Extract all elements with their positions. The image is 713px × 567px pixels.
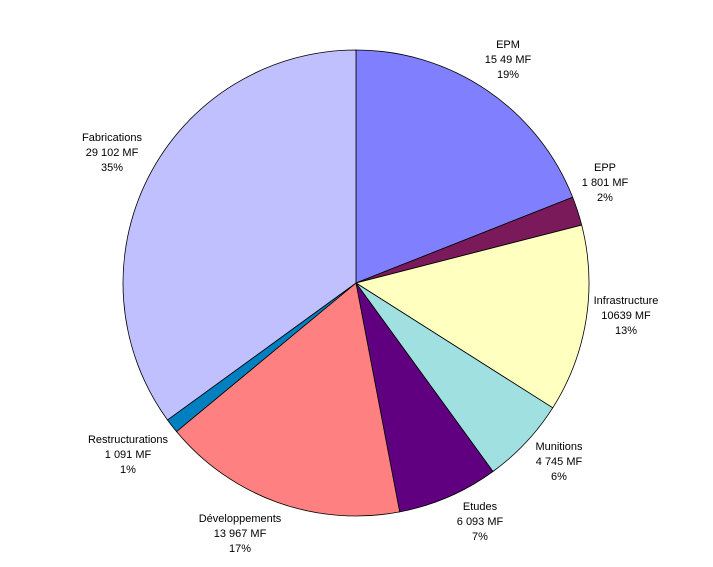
pie-slice [355, 224, 590, 409]
pie-slice [355, 49, 574, 284]
slice-label: Munitions [535, 441, 583, 453]
slice-percent: 7% [472, 531, 488, 543]
slice-percent: 17% [229, 543, 251, 555]
slice-amount: 1 801 MF [582, 177, 629, 189]
slice-percent: 1% [120, 464, 136, 476]
slice-amount: 4 745 MF [536, 456, 583, 468]
slice-percent: 35% [101, 162, 123, 174]
slice-label: EPP [594, 162, 616, 174]
pie-slice [122, 49, 357, 421]
slice-label: Etudes [463, 501, 498, 513]
slice-amount: 29 102 MF [86, 147, 139, 159]
slice-amount: 13 967 MF [214, 528, 267, 540]
slice-percent: 2% [597, 192, 613, 204]
slice-label: Infrastructure [594, 295, 659, 307]
slice-label: Développements [199, 513, 282, 525]
slice-percent: 19% [497, 69, 519, 81]
slice-amount: 6 093 MF [457, 516, 504, 528]
slice-percent: 6% [551, 471, 567, 483]
slice-percent: 13% [615, 325, 637, 337]
pie-slice [175, 282, 401, 517]
slice-label: EPM [496, 39, 520, 51]
pie-slice [355, 282, 494, 513]
slice-label: Fabrications [82, 132, 142, 144]
slice-amount: 1 091 MF [105, 449, 152, 461]
slice-amount: 15 49 MF [485, 54, 532, 66]
slice-amount: 10639 MF [601, 310, 651, 322]
slice-label: Restructurations [88, 434, 169, 446]
